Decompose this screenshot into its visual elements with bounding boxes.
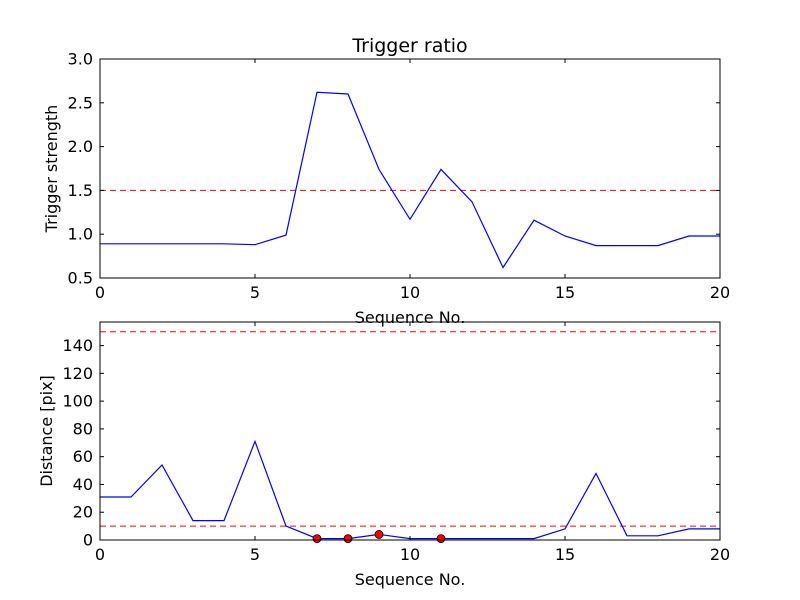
y-axis-label: Distance [pix] — [37, 375, 56, 487]
y-tick-label: 1.5 — [68, 181, 93, 200]
chart-title: Trigger ratio — [351, 35, 467, 57]
series-line — [100, 91, 720, 269]
x-tick-label: 20 — [710, 283, 730, 302]
y-tick-label: 3.0 — [68, 50, 93, 69]
y-tick-label: 0.5 — [68, 269, 93, 288]
data-point-marker — [374, 530, 384, 539]
x-tick-label: 0 — [95, 283, 105, 302]
x-tick-label: 20 — [710, 545, 730, 564]
y-tick-label: 120 — [62, 364, 93, 383]
x-tick-label: 5 — [250, 545, 260, 564]
x-tick-label: 15 — [555, 545, 575, 564]
y-tick-label: 2.5 — [68, 93, 93, 112]
y-axis-label: Trigger strength — [42, 105, 61, 234]
y-tick-label: 40 — [73, 475, 93, 494]
y-tick-label: 60 — [73, 447, 93, 466]
x-tick-label: 5 — [250, 283, 260, 302]
y-tick-label: 2.0 — [68, 137, 93, 156]
y-tick-label: 100 — [62, 392, 93, 411]
y-tick-label: 140 — [62, 336, 93, 355]
distance-chart: 0 5 10 15 20 0 20 40 60 80 100 120 140 Sequence No. Di… — [37, 321, 730, 589]
x-axis-label: Sequence No. — [355, 570, 466, 589]
y-tick-label: 20 — [73, 503, 93, 522]
x-tick-label: 10 — [400, 283, 420, 302]
y-tick-label: 1.0 — [68, 225, 93, 244]
data-point-marker — [436, 534, 446, 544]
x-tick-label: 0 — [95, 545, 105, 564]
x-tick-label: 15 — [555, 283, 575, 302]
y-tick-label: 80 — [73, 419, 93, 438]
data-point-marker — [312, 534, 322, 544]
y-tick-label: 0 — [83, 531, 93, 550]
data-point-marker — [343, 534, 353, 544]
x-tick-label: 10 — [400, 545, 420, 564]
